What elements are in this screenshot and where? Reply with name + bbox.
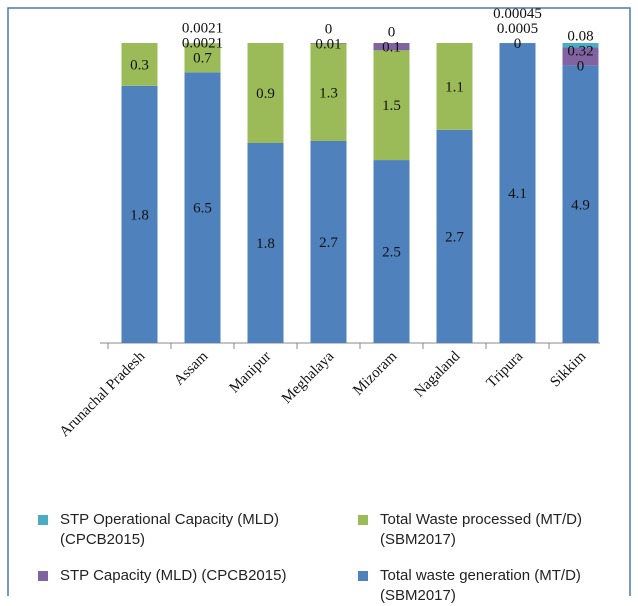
x-tick-label: Assam: [171, 348, 211, 388]
legend-label: STP Operational Capacity (MLD) (CPCB2015…: [60, 511, 279, 548]
data-label: 0.00045: [493, 6, 542, 22]
data-label: 0.0005: [497, 21, 538, 37]
legend-swatch: [358, 515, 368, 525]
data-label: 4.9: [571, 197, 590, 213]
data-label: 2.7: [319, 235, 338, 251]
data-label: 0.9: [256, 86, 275, 102]
data-label: 1.3: [319, 85, 338, 101]
x-tick-label: Tripura: [484, 348, 527, 391]
data-label: 0.0021: [182, 36, 223, 52]
legend-item: STP Capacity (MLD) (CPCB2015): [38, 566, 310, 586]
data-label: 0.7: [193, 51, 212, 67]
data-label: 1.8: [256, 236, 275, 252]
data-label: 0.32: [567, 44, 593, 60]
x-tick-label: Nagaland: [411, 348, 463, 400]
data-label: 2.5: [382, 245, 401, 261]
data-label: 2.7: [445, 229, 464, 245]
data-label: 0: [388, 25, 396, 41]
data-label: 0.1: [382, 40, 401, 56]
legend-item: Total Waste processed (MT/D) (SBM2017): [358, 510, 620, 550]
data-label: 0.3: [130, 57, 149, 73]
x-tick-label: Meghalaya: [279, 348, 338, 407]
x-tick-label: Manipur: [226, 349, 274, 397]
x-tick-label: Arunachal Pradesh: [57, 348, 149, 440]
legend-label: STP Capacity (MLD) (CPCB2015): [60, 567, 286, 584]
legend-item: Total waste generation (MT/D) (SBM2017): [358, 566, 620, 606]
data-label: 6.5: [193, 201, 212, 217]
legend-label: Total waste generation (MT/D) (SBM2017): [380, 567, 581, 604]
data-label: 0.01: [315, 36, 341, 52]
legend-item: STP Operational Capacity (MLD) (CPCB2015…: [38, 510, 310, 550]
data-label: 4.1: [508, 186, 527, 202]
data-label: 1.8: [130, 207, 149, 223]
data-label: 1.1: [445, 79, 464, 95]
data-label: 0.08: [567, 29, 593, 45]
data-label: 0: [577, 59, 585, 75]
data-label: 1.5: [382, 98, 401, 114]
data-label: 0: [325, 21, 333, 37]
legend-label: Total Waste processed (MT/D) (SBM2017): [380, 511, 582, 548]
legend-swatch: [38, 571, 48, 581]
x-tick-label: Mizoram: [350, 348, 400, 398]
legend-swatch: [358, 571, 368, 581]
x-tick-label: Sikkim: [547, 348, 589, 390]
data-label: 0: [514, 36, 522, 52]
legend-swatch: [38, 515, 48, 525]
data-label: 0.0021: [182, 21, 223, 37]
